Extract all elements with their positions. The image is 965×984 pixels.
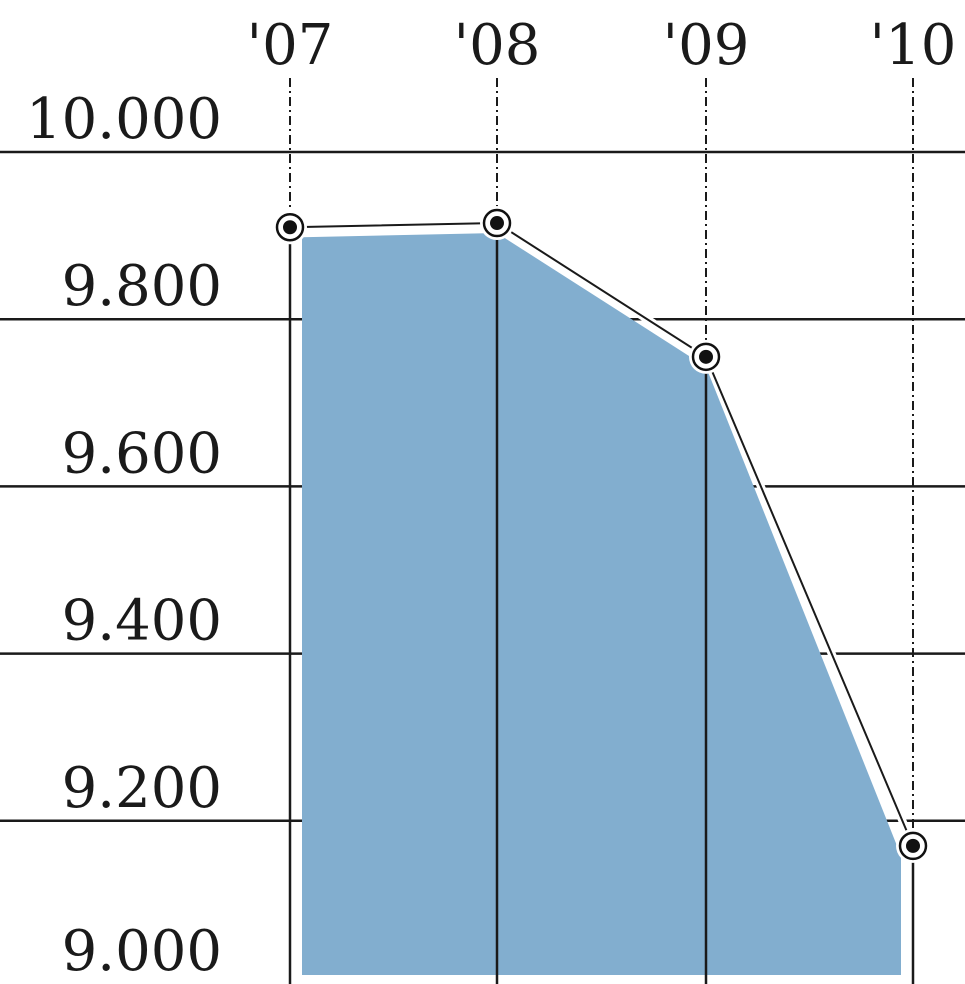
- x-tick-label: '07: [247, 13, 334, 78]
- year-guide-lines: [288, 78, 915, 984]
- series-line-path: [289, 222, 914, 847]
- data-point: [689, 339, 723, 374]
- x-axis-year-labels: '07 '08 '09 '10: [247, 13, 957, 78]
- data-markers: [273, 206, 930, 863]
- y-tick-label: 9.400: [62, 589, 222, 654]
- series-line: [289, 219, 917, 848]
- area-series: [302, 233, 901, 975]
- x-tick-label: '08: [454, 13, 541, 78]
- y-tick-label: 10.000: [26, 87, 222, 152]
- y-tick-label: 9.000: [62, 919, 222, 984]
- y-tick-label: 9.600: [62, 421, 222, 486]
- data-point: [896, 828, 930, 863]
- area-fill: [302, 233, 901, 975]
- y-tick-label: 9.800: [62, 254, 222, 319]
- data-point: [480, 206, 514, 241]
- y-tick-label: 9.200: [62, 756, 222, 821]
- x-tick-label: '09: [663, 13, 750, 78]
- x-tick-label: '10: [870, 13, 957, 78]
- data-point: [273, 210, 307, 245]
- y-axis-tick-labels: 10.000 9.800 9.600 9.400 9.200 9.000: [26, 87, 222, 984]
